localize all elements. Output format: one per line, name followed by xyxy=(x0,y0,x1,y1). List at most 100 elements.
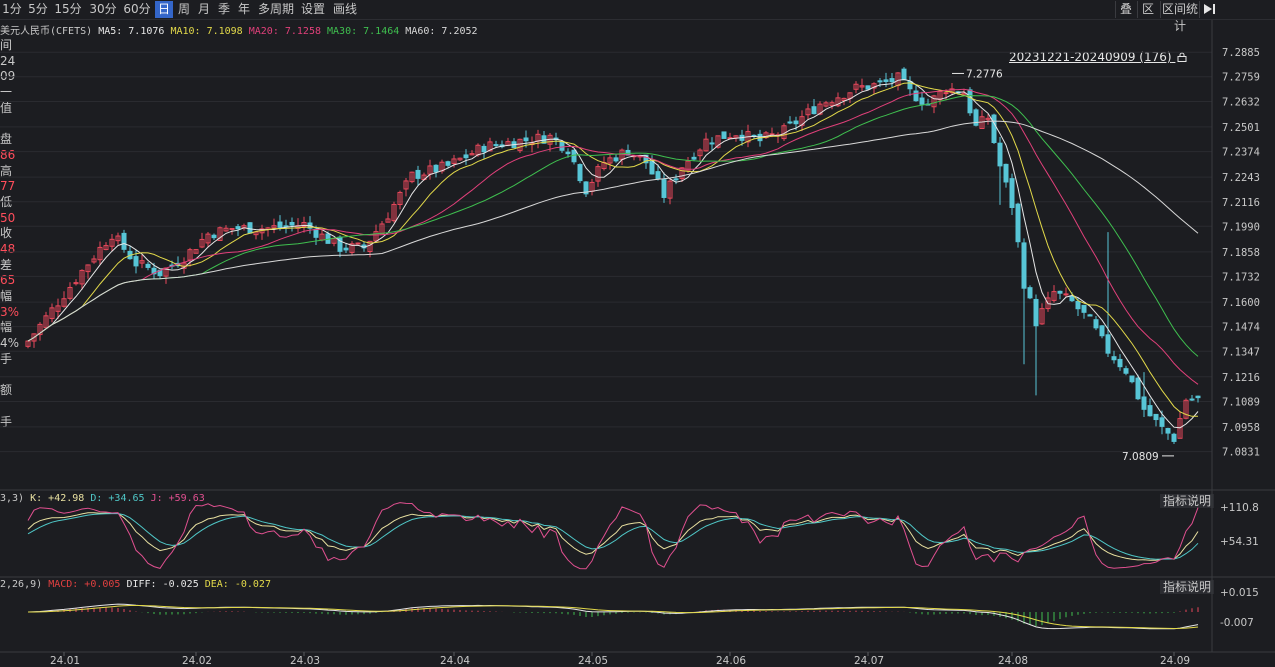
quote-info-sidebar: 间 24 09 一值盘 86 高 77 低 50 收 48 差 65 幅 3% 幅 4% 手额手 xyxy=(0,38,20,430)
lock-icon xyxy=(1177,52,1187,62)
sidebar-line: 48 xyxy=(0,241,16,256)
macd-legend: 2,26,9) MACD: +0.005 DIFF: -0.025 DEA: -… xyxy=(0,579,271,590)
candle-body xyxy=(247,222,253,234)
y-tick-label: 7.1347 xyxy=(1222,346,1260,358)
candle-body xyxy=(835,97,841,107)
candle-body xyxy=(1159,417,1165,427)
kdj-d-value: D: +34.65 xyxy=(90,493,145,504)
candle-body xyxy=(469,153,475,156)
period-30min-button[interactable]: 30分 xyxy=(89,2,117,16)
overlay-button[interactable]: 叠 xyxy=(1115,1,1136,18)
candle-body xyxy=(1117,358,1123,368)
candle-body xyxy=(79,269,85,285)
candle-body xyxy=(121,232,127,250)
candle-body xyxy=(67,286,73,299)
candle-body xyxy=(37,323,43,336)
candle-body xyxy=(385,218,391,223)
candle-body xyxy=(811,106,817,115)
candle-body xyxy=(943,92,949,95)
period-15min-button[interactable]: 15分 xyxy=(54,2,82,16)
candle-body xyxy=(1045,297,1051,310)
period-1min-button[interactable]: 1分 xyxy=(2,2,22,16)
candle-body xyxy=(673,178,679,181)
candle-body xyxy=(799,116,805,126)
candle-body xyxy=(397,191,403,206)
ma20-value: MA20: 7.1258 xyxy=(248,26,321,37)
sidebar-line: 手 xyxy=(0,414,13,429)
period-day-button[interactable]: 日 xyxy=(155,1,173,18)
range-select-button[interactable]: 区间统计 xyxy=(1160,1,1198,33)
y-tick-label: 7.1600 xyxy=(1222,297,1260,309)
candle-body xyxy=(349,243,355,253)
period-year-button[interactable]: 年 xyxy=(237,2,250,16)
candle-body xyxy=(1153,413,1159,421)
multi-period-button[interactable]: 多周期 xyxy=(257,2,294,16)
period-quarter-button[interactable]: 季 xyxy=(217,2,230,16)
candle-body xyxy=(613,157,619,162)
candle-body xyxy=(703,138,709,152)
candle-body xyxy=(1003,163,1009,183)
candle-body xyxy=(61,298,67,307)
candle-body xyxy=(865,85,871,90)
period-60min-button[interactable]: 60分 xyxy=(123,2,151,16)
candle-body xyxy=(559,141,565,151)
sidebar-line: 盘 xyxy=(0,132,13,147)
candle-body xyxy=(667,180,673,199)
sidebar-line: 50 xyxy=(0,210,16,225)
sidebar-line: 一 xyxy=(0,85,13,100)
candle-body xyxy=(1015,203,1021,243)
candle-body xyxy=(91,258,97,263)
candle-body xyxy=(1081,304,1087,313)
arrow-right-bar-icon[interactable] xyxy=(1199,1,1218,18)
candle-body xyxy=(787,121,793,124)
sidebar-line: 24 xyxy=(0,53,16,68)
x-tick-label: 24.01 xyxy=(50,655,80,667)
candle-body xyxy=(223,227,229,232)
kdj-tick-label: +54.31 xyxy=(1220,536,1259,548)
candle-body xyxy=(1093,319,1099,329)
range-button[interactable]: 区 xyxy=(1137,1,1158,18)
draw-line-button[interactable]: 画线 xyxy=(332,2,357,16)
y-tick-label: 7.1474 xyxy=(1222,322,1260,334)
kdj-params: 3,3) xyxy=(0,493,25,504)
candle-body xyxy=(679,167,685,180)
kdj-k-value: K: +42.98 xyxy=(30,493,85,504)
dea-value: DEA: -0.027 xyxy=(204,579,271,590)
candle-body xyxy=(823,102,829,107)
period-week-button[interactable]: 周 xyxy=(177,2,190,16)
sidebar-line: 3% xyxy=(0,304,20,319)
x-tick-label: 24.08 xyxy=(998,655,1028,667)
candle-body xyxy=(1177,418,1183,439)
sidebar-line: 4% xyxy=(0,336,20,351)
y-tick-label: 7.1990 xyxy=(1222,221,1260,233)
kdj-j-value: J: +59.63 xyxy=(150,493,205,504)
candle-body xyxy=(877,80,883,83)
kdj-explain-button[interactable]: 指标说明 xyxy=(1160,494,1215,508)
x-tick-label: 24.03 xyxy=(290,655,320,667)
settings-button[interactable]: 设置 xyxy=(300,2,325,16)
candle-body xyxy=(997,142,1003,167)
sidebar-line: 77 xyxy=(0,179,16,194)
candle-body xyxy=(133,256,139,267)
period-5min-button[interactable]: 5分 xyxy=(28,2,48,16)
ma20-line xyxy=(27,88,1199,385)
candle-body xyxy=(1039,308,1045,325)
period-month-button[interactable]: 月 xyxy=(197,2,210,16)
candle-body xyxy=(301,222,307,228)
y-tick-label: 7.1732 xyxy=(1222,271,1260,283)
candle-body xyxy=(919,97,925,105)
candle-body xyxy=(655,171,661,180)
candle-body xyxy=(1033,298,1039,327)
x-tick-label: 24.09 xyxy=(1160,655,1190,667)
ma5-line xyxy=(27,78,1199,429)
range-stat-label[interactable]: 20231221-20240909 (176) xyxy=(1009,50,1187,64)
macd-explain-button[interactable]: 指标说明 xyxy=(1160,580,1215,594)
candle-body xyxy=(883,79,889,83)
candle-body xyxy=(523,137,529,142)
candle-body xyxy=(709,142,715,145)
candle-body xyxy=(1063,293,1069,296)
instrument-label: 美元人民币(CFETS) xyxy=(0,26,93,37)
ma5-value: MA5: 7.1076 xyxy=(98,26,165,37)
x-tick-label: 24.07 xyxy=(854,655,884,667)
